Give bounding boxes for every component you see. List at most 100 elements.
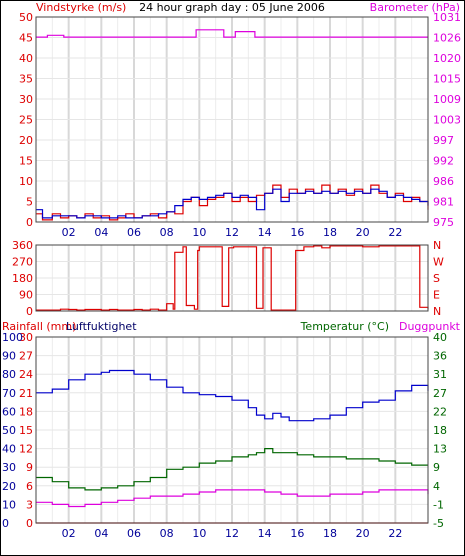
y-tick-label-left: 90 — [19, 289, 33, 302]
chart-panel-3: 036912151821242730-5-1491318222731364001… — [2, 331, 447, 540]
y-tick-label-left: 270 — [12, 256, 33, 269]
y-tick-label-right: -1 — [433, 498, 444, 511]
y-tick-label-left: 20 — [19, 134, 33, 147]
x-tick-label: 16 — [290, 226, 304, 239]
y-tick-label-left: 50 — [19, 11, 33, 24]
y-tick-label-left: 45 — [19, 32, 33, 45]
y-tick-label-right: 40 — [433, 331, 447, 344]
y-tick-label-left: 10 — [19, 175, 33, 188]
y-tick-label-right: 18 — [433, 424, 447, 437]
y-tick-label-left2: 60 — [2, 405, 16, 418]
y-tick-label-right: 9 — [433, 461, 440, 474]
y-tick-label-left: 12 — [19, 443, 33, 456]
x-tick-label: 04 — [94, 226, 108, 239]
y-tick-label-right: 975 — [433, 216, 454, 229]
y-tick-label-right: 1026 — [433, 32, 461, 45]
y-tick-label-left: 0 — [26, 216, 33, 229]
y-tick-label-left2: 50 — [2, 424, 16, 437]
y-tick-label-left2: 40 — [2, 443, 16, 456]
x-tick-label: 08 — [160, 226, 174, 239]
y-tick-label-left: 21 — [19, 387, 33, 400]
series-line-3 — [36, 188, 429, 219]
y-tick-label-right: 986 — [433, 175, 454, 188]
humidity-axis-title: Luftfuktighet — [66, 320, 137, 333]
y-tick-label-right: -5 — [433, 517, 444, 530]
y-tick-label-left2: 90 — [2, 350, 16, 363]
dewpoint-axis-title: Duggpunkt — [399, 320, 461, 333]
x-tick-label: 14 — [258, 527, 272, 540]
y-tick-label-left: 5 — [26, 196, 33, 209]
y-tick-label-left2: 80 — [2, 368, 16, 381]
y-tick-label-left: 24 — [19, 368, 33, 381]
y-tick-label-left2: 20 — [2, 480, 16, 493]
y-tick-label-left: 40 — [19, 52, 33, 65]
plot-border — [35, 16, 429, 223]
y-tick-label-right: 31 — [433, 368, 447, 381]
y-tick-label-right: S — [433, 272, 440, 285]
chart-panel-1: 0510152025303540455097598198699299710031… — [19, 11, 461, 239]
x-tick-label: 04 — [94, 527, 108, 540]
y-tick-label-right: 27 — [433, 387, 447, 400]
y-tick-label-right: 13 — [433, 443, 447, 456]
y-tick-label-left: 15 — [19, 155, 33, 168]
y-tick-label-left: 0 — [26, 517, 33, 530]
x-tick-label: 02 — [62, 226, 76, 239]
y-tick-label-left: 15 — [19, 424, 33, 437]
x-tick-label: 12 — [225, 527, 239, 540]
series-line-1 — [36, 245, 429, 311]
y-tick-label-right: 4 — [433, 480, 440, 493]
x-tick-label: 16 — [290, 527, 304, 540]
x-tick-label: 18 — [323, 226, 337, 239]
series-line-3 — [36, 448, 428, 491]
x-tick-label: 12 — [225, 226, 239, 239]
y-tick-label-right: E — [433, 289, 440, 302]
y-tick-label-right: 1009 — [433, 93, 461, 106]
y-tick-label-left2: 30 — [2, 461, 16, 474]
x-tick-label: 06 — [127, 226, 141, 239]
y-tick-label-left: 360 — [12, 239, 33, 252]
y-tick-label-left: 30 — [19, 331, 33, 344]
y-tick-label-left: 35 — [19, 73, 33, 86]
series-line-4 — [36, 489, 429, 508]
y-tick-label-right: 36 — [433, 350, 447, 363]
x-tick-label: 08 — [160, 527, 174, 540]
y-tick-label-left: 3 — [26, 498, 33, 511]
y-tick-label-right: 992 — [433, 155, 454, 168]
y-tick-label-left2: 0 — [2, 517, 9, 530]
x-tick-label: 10 — [192, 226, 206, 239]
x-tick-label: 20 — [356, 527, 370, 540]
y-tick-label-right: 1015 — [433, 73, 461, 86]
y-tick-label-right: 1031 — [433, 11, 461, 24]
x-tick-label: 22 — [388, 527, 402, 540]
y-tick-label-left2: 10 — [2, 498, 16, 511]
x-tick-label: 10 — [192, 527, 206, 540]
plot-border — [35, 336, 429, 524]
y-tick-label-left: 18 — [19, 405, 33, 418]
y-tick-label-left: 30 — [19, 93, 33, 106]
series-line-2 — [36, 369, 429, 422]
rainfall-axis-title: Rainfall (mm) — [2, 320, 76, 333]
y-tick-label-left: 180 — [12, 272, 33, 285]
y-tick-label-left: 25 — [19, 114, 33, 127]
plot-border — [35, 244, 429, 312]
y-tick-label-left: 9 — [26, 461, 33, 474]
y-tick-label-right: 22 — [433, 405, 447, 418]
y-tick-label-left2: 100 — [2, 331, 23, 344]
y-tick-label-right: 981 — [433, 196, 454, 209]
chart-title: 24 hour graph day : 05 June 2006 — [139, 1, 325, 14]
x-tick-label: 14 — [258, 226, 272, 239]
y-tick-label-right: 1020 — [433, 52, 461, 65]
x-tick-label: 02 — [62, 527, 76, 540]
x-tick-label: 20 — [356, 226, 370, 239]
series-line-1 — [36, 29, 428, 38]
x-tick-label: 18 — [323, 527, 337, 540]
temperature-axis-title: Temperatur (°C) — [300, 320, 389, 333]
y-tick-label-left: 0 — [26, 305, 33, 318]
y-tick-label-right: N — [433, 239, 441, 252]
y-tick-label-left: 27 — [19, 350, 33, 363]
y-tick-label-right: W — [433, 256, 444, 269]
y-tick-label-right: N — [433, 305, 441, 318]
x-tick-label: 06 — [127, 527, 141, 540]
